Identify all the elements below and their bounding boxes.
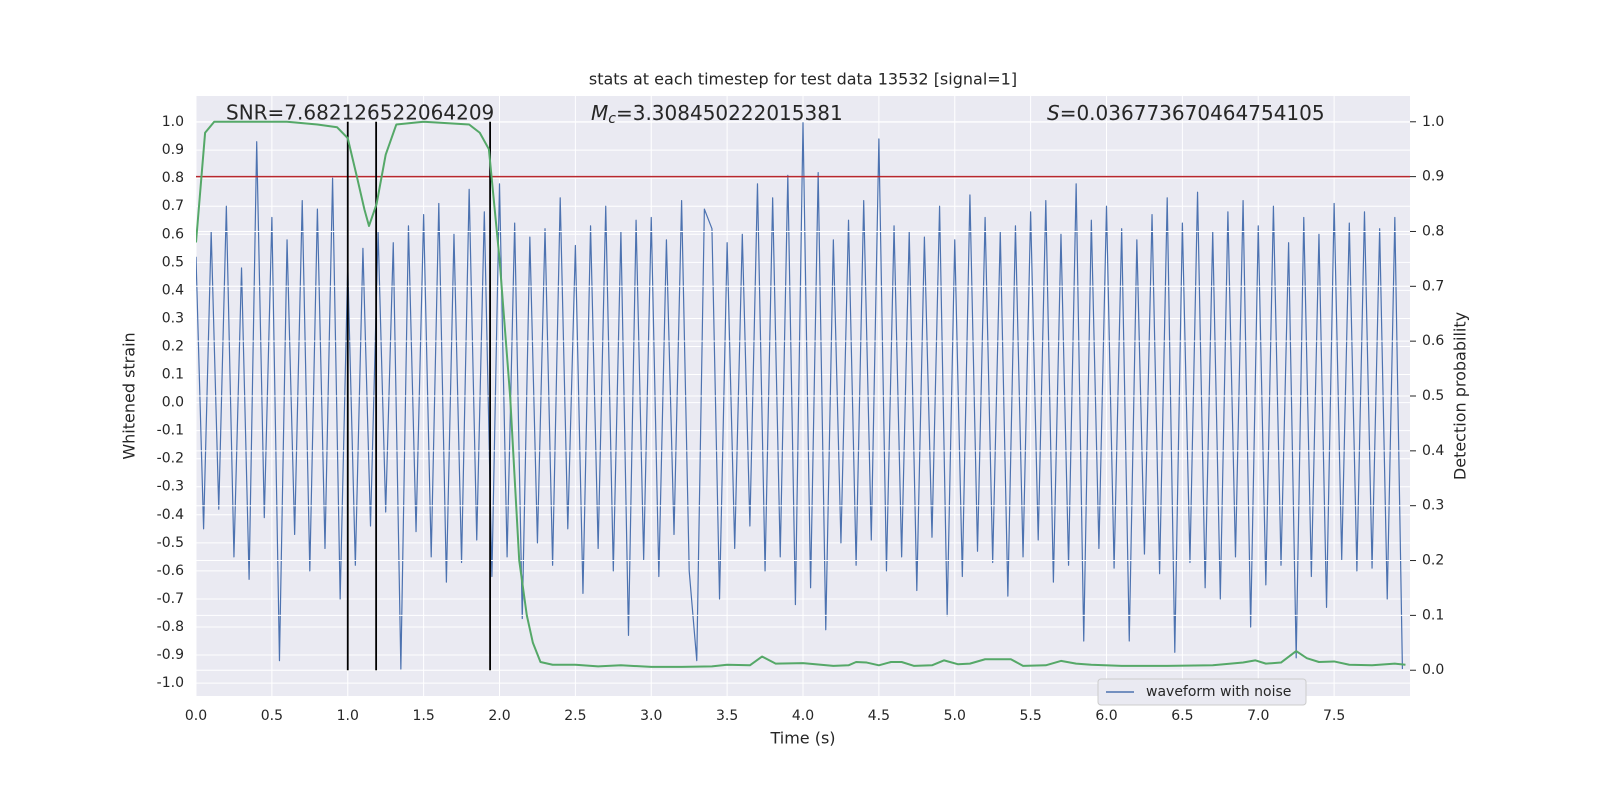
annotation-text: =0.036773670464754105 [1060, 101, 1325, 125]
y-tick-label: 0.5 [162, 254, 184, 270]
annotation: S=0.036773670464754105 [1047, 101, 1325, 125]
y-tick-label: 0.4 [162, 282, 184, 298]
y2-tick-label: 0.7 [1422, 278, 1444, 294]
y-tick-label: 1.0 [162, 114, 184, 130]
y2-tick-label: 0.6 [1422, 333, 1444, 349]
y-tick-label: 0.6 [162, 226, 184, 242]
y-tick-label: 0.9 [162, 142, 184, 158]
y2-tick-label: 1.0 [1422, 114, 1444, 130]
annotation: Mc=3.308450222015381 [591, 101, 843, 128]
x-tick-label: 0.5 [261, 708, 283, 724]
y2-tick-label: 0.2 [1422, 553, 1444, 569]
y-tick-label: 0.3 [162, 310, 184, 326]
x-tick-label: 6.0 [1095, 708, 1117, 724]
x-tick-label: 2.0 [488, 708, 510, 724]
annotation: SNR=7.682126522064209 [226, 101, 494, 125]
x-axis-label: Time (s) [769, 729, 835, 748]
waveform-line [196, 121, 1404, 670]
x-tick-label: 3.5 [716, 708, 738, 724]
y-tick-label: -0.5 [157, 535, 184, 551]
y-tick-label: -0.2 [157, 451, 184, 467]
probability-line [196, 120, 1406, 668]
annotation-symbol: M [591, 101, 608, 125]
y-tick-label: -0.9 [157, 647, 184, 663]
y2-tick-label: 0.8 [1422, 223, 1444, 239]
y2-tick-label: 0.9 [1422, 169, 1444, 185]
data-layer [196, 120, 1410, 671]
y-tick-label: 0.0 [162, 395, 184, 411]
x-tick-label: 5.5 [1019, 708, 1041, 724]
x-tick-label: 6.5 [1171, 708, 1193, 724]
y2-tick-label: 0.3 [1422, 498, 1444, 514]
x-tick-label: 0.0 [185, 708, 207, 724]
x-tick-label: 4.0 [792, 708, 814, 724]
y2-tick-label: 0.0 [1422, 662, 1444, 678]
overlay-layer [1410, 121, 1416, 671]
y-tick-label: -0.7 [157, 591, 184, 607]
y2-tick-label: 0.4 [1422, 443, 1444, 459]
annotation-text: =3.308450222015381 [616, 101, 843, 125]
y-tick-label: -0.8 [157, 619, 184, 635]
y-tick-label: -0.4 [157, 507, 184, 523]
annotation-symbol: S [1047, 101, 1060, 125]
legend-label: waveform with noise [1146, 684, 1291, 700]
y2-axis-label: Detection probability [1451, 312, 1470, 480]
x-tick-label: 2.5 [564, 708, 586, 724]
y2-tick-label: 0.1 [1422, 607, 1444, 623]
y-tick-label: -0.1 [157, 423, 184, 439]
legend: waveform with noise [1097, 678, 1307, 706]
y2-tick-label: 0.5 [1422, 388, 1444, 404]
y-tick-label: 0.7 [162, 198, 184, 214]
y-axis-label: Whitened strain [120, 332, 139, 459]
y-tick-label: 0.1 [162, 367, 184, 383]
x-tick-label: 5.0 [944, 708, 966, 724]
y-tick-label: -0.3 [157, 479, 184, 495]
y-tick-label: -1.0 [157, 675, 184, 691]
x-tick-label: 7.0 [1247, 708, 1269, 724]
y-tick-label: 0.8 [162, 170, 184, 186]
x-tick-label: 1.5 [412, 708, 434, 724]
y-tick-label: -0.6 [157, 563, 184, 579]
x-tick-label: 3.0 [640, 708, 662, 724]
legend-box [1097, 678, 1307, 706]
x-tick-label: 4.5 [868, 708, 890, 724]
x-tick-label: 1.0 [337, 708, 359, 724]
chart-title: stats at each timestep for test data 135… [589, 70, 1017, 89]
x-tick-label: 7.5 [1323, 708, 1345, 724]
y-tick-label: 0.2 [162, 338, 184, 354]
annotation-subscript: c [608, 111, 616, 127]
